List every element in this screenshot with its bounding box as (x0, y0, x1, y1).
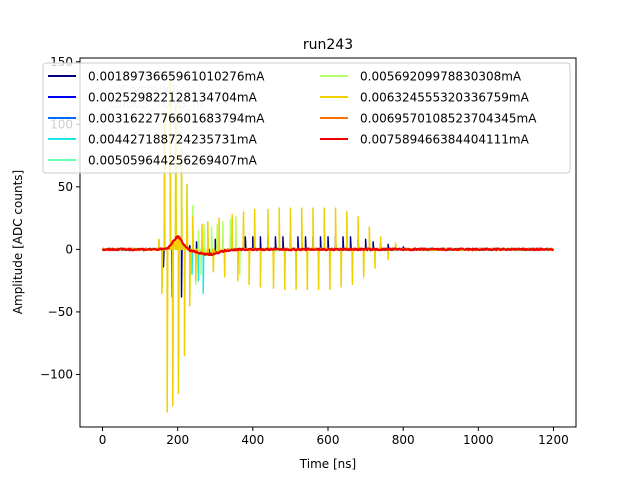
x-tick-label: 400 (241, 433, 264, 447)
legend-label: 0.0069570108523704345mA (360, 112, 537, 126)
legend-label: 0.002529822128134704mA (88, 91, 258, 105)
x-axis-label: Time [ns] (299, 457, 356, 471)
legend-label: 0.007589466384404111mA (360, 133, 530, 147)
legend-label: 0.005059644256269407mA (88, 154, 258, 168)
y-tick-label: −50 (48, 305, 73, 319)
legend-label: 0.006324555320336759mA (360, 91, 530, 105)
x-tick-label: 1200 (538, 433, 569, 447)
legend-frame (42, 62, 571, 174)
legend: 0.0018973665961010276mA 0.002529822128134… (42, 62, 571, 174)
chart-title: run243 (303, 37, 353, 53)
legend-label: 0.004427188724235731mA (88, 133, 258, 147)
y-axis-label: Amplitude [ADC counts] (11, 170, 25, 314)
y-tick-label: 0 (65, 242, 73, 256)
x-tick-label: 1000 (463, 433, 494, 447)
x-tick-label: 600 (317, 433, 340, 447)
y-tick-label: 50 (58, 180, 73, 194)
x-axis-ticks: 0 200 400 600 800 1000 1200 (99, 427, 569, 447)
x-tick-label: 0 (99, 433, 107, 447)
series-lines (101, 79, 555, 413)
legend-label: 0.0031622776601683794mA (88, 112, 265, 126)
x-tick-label: 200 (166, 433, 189, 447)
legend-label: 0.00569209978830308mA (360, 70, 522, 84)
legend-label: 0.0018973665961010276mA (88, 70, 265, 84)
y-tick-label: −100 (40, 367, 73, 381)
series-line (101, 235, 554, 257)
x-tick-label: 800 (392, 433, 415, 447)
